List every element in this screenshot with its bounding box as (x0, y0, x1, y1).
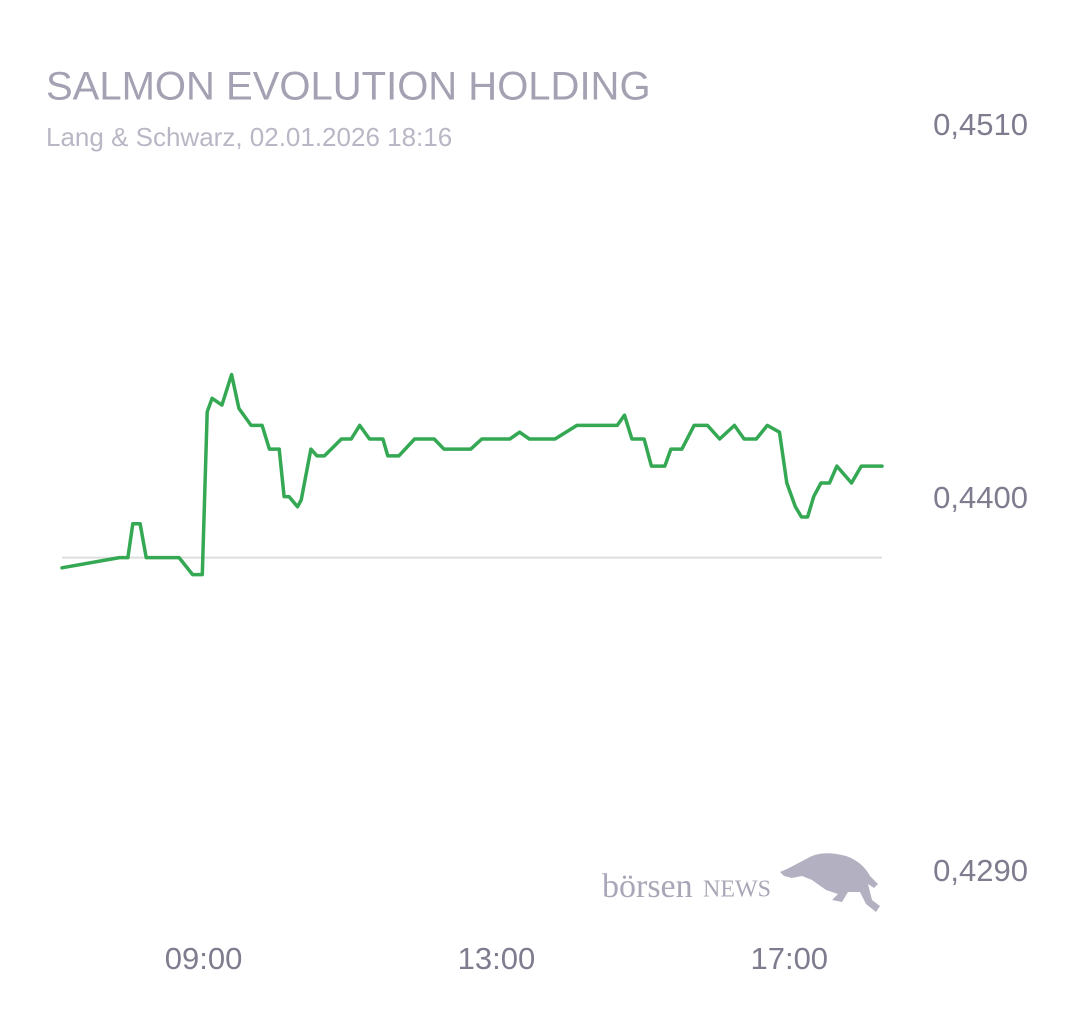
x-tick-label: 13:00 (458, 941, 536, 976)
y-tick-label: 0,4400 (933, 480, 1028, 515)
y-tick-label: 0,4290 (933, 853, 1028, 888)
chart-subtitle: Lang & Schwarz, 02.01.2026 18:16 (46, 122, 452, 152)
y-tick-label: 0,4510 (933, 107, 1028, 142)
bull-icon (780, 853, 880, 912)
x-tick-label: 09:00 (165, 941, 243, 976)
brand-logo: börsen NEWS (602, 853, 880, 912)
price-line (60, 372, 884, 577)
x-tick-label: 17:00 (750, 941, 828, 976)
brand-suffix: NEWS (703, 877, 771, 903)
brand-prefix: börsen (602, 868, 693, 905)
chart-title: SALMON EVOLUTION HOLDING (46, 65, 651, 109)
